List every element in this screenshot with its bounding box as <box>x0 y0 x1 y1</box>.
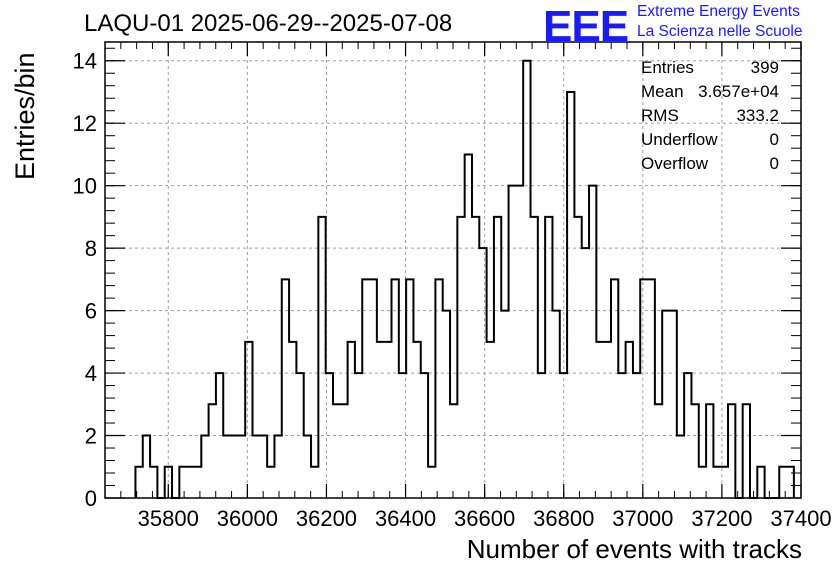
y-tick-label: 8 <box>85 236 97 261</box>
y-axis-label: Entries/bin <box>10 52 40 180</box>
x-tick-label: 36800 <box>533 506 594 531</box>
stat-row-entries: Entries 399 <box>641 58 779 80</box>
x-tick-label: 37400 <box>770 506 831 531</box>
stat-label: Entries <box>641 58 694 77</box>
y-tick-label: 2 <box>85 424 97 449</box>
y-tick-label: 10 <box>73 174 97 199</box>
x-tick-label: 35800 <box>138 506 199 531</box>
histogram-step-line <box>134 59 795 499</box>
plot-frame <box>104 41 802 499</box>
x-tick-label: 36200 <box>296 506 357 531</box>
stat-row-overflow: Overflow 0 <box>641 154 779 176</box>
x-axis-label: Number of events with tracks <box>466 534 802 564</box>
logo-subtitle-1: Extreme Energy Events <box>637 3 800 20</box>
stat-row-rms: RMS 333.2 <box>641 106 779 128</box>
y-tick-label: 14 <box>73 49 97 74</box>
y-tick-label: 0 <box>85 486 97 511</box>
stat-value: 399 <box>750 58 779 77</box>
stat-value: 0 <box>769 154 779 173</box>
stat-value: 3.657e+04 <box>698 82 779 101</box>
stat-label: Overflow <box>641 154 709 173</box>
stat-label: Mean <box>641 82 684 101</box>
stat-value: 0 <box>769 130 779 149</box>
y-tick-label: 4 <box>85 361 97 386</box>
y-tick-label: 12 <box>73 111 97 136</box>
x-axis-tick-labels: 35800 36000 36200 36400 36600 36800 37000 37200… <box>138 506 832 531</box>
x-tick-label: 36400 <box>375 506 436 531</box>
y-tick-label: 6 <box>85 299 97 324</box>
stat-label: RMS <box>641 106 679 125</box>
stat-value: 333.2 <box>736 106 779 125</box>
stat-row-mean: Mean 3.657e+04 <box>641 82 779 104</box>
x-tick-label: 36600 <box>454 506 515 531</box>
x-tick-label: 36000 <box>217 506 278 531</box>
stat-label: Underflow <box>641 130 718 149</box>
eee-logo: EEE <box>543 2 629 51</box>
logo-subtitle-2: La Scienza nelle Scuole <box>637 23 803 40</box>
chart-title: LAQU-01 2025-06-29--2025-07-08 <box>84 10 453 37</box>
x-tick-label: 37200 <box>691 506 752 531</box>
y-axis-tick-labels: 0 2 4 6 8 10 12 14 <box>73 49 97 511</box>
x-axis-ticks <box>104 42 802 498</box>
x-tick-label: 37000 <box>612 506 673 531</box>
stat-row-underflow: Underflow 0 <box>641 130 779 152</box>
